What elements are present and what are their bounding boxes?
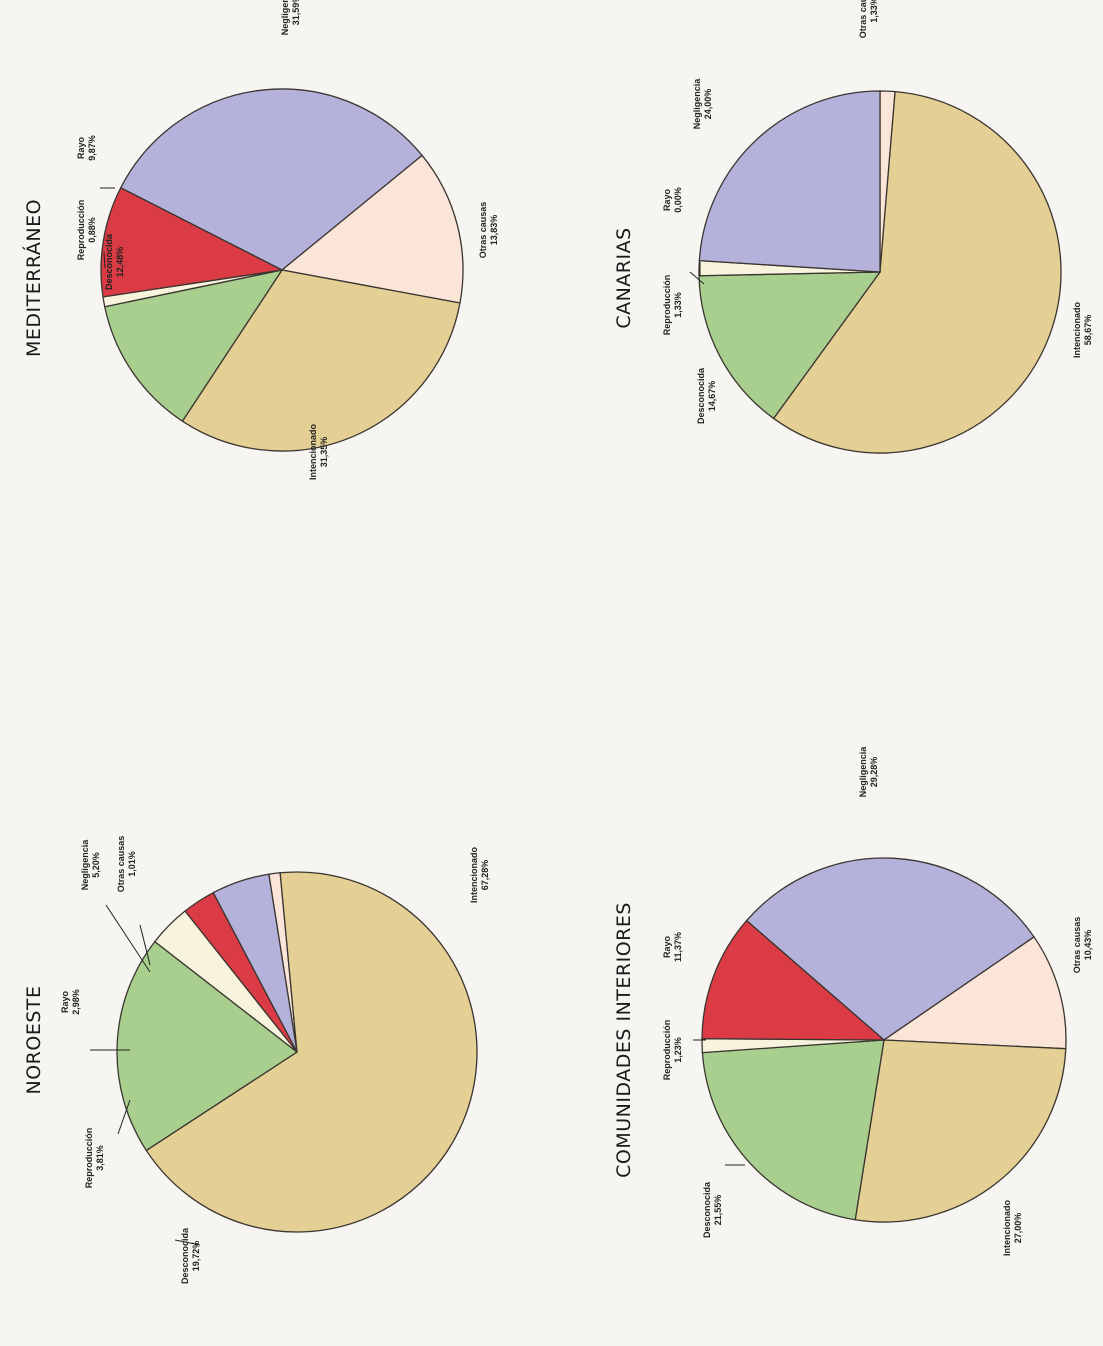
slice-label-reproduccion: Reproducción3,81%	[84, 1128, 105, 1189]
pie-slice-otras-causas	[882, 936, 1067, 1050]
slice-label-rayo: Rayo2,98%	[60, 989, 81, 1015]
slice-label-desconocida: Desconocida21,55%	[702, 1181, 723, 1238]
slice-label-negligencia: Negligencia5,20%	[80, 839, 101, 891]
chart-title: CANARIAS	[613, 227, 635, 328]
slice-label-rayo: Rayo11,37%	[662, 932, 683, 962]
leader-line-reproduccion	[117, 1099, 131, 1135]
chart-title: NOROESTE	[23, 985, 45, 1094]
slice-label-otras-causas: Otras causas10,43%	[1072, 917, 1093, 974]
pie-chart-mediterraneo: MEDITERRÁNEO Negligencia31,59% Otras caus…	[22, 0, 499, 480]
leader-line-otras-causas	[139, 924, 151, 966]
slice-label-intencionado: Intencionado27,00%	[1002, 1199, 1023, 1256]
leader-line-negligencia	[105, 904, 151, 973]
slice-label-reproduccion: Reproducción0,88%	[76, 200, 97, 261]
pie-slice-desconocida	[698, 271, 882, 420]
pie-chart-noroeste: NOROESTE Otras causas1,01% Intencionado67…	[23, 836, 490, 1284]
pie-slice-negligencia	[698, 90, 881, 273]
slice-label-negligencia: Negligencia24,00%	[692, 78, 713, 130]
pie-slice-desconocida	[701, 1039, 885, 1221]
leader-line-reproduccion	[103, 251, 106, 269]
leader-line-desconocida	[174, 1239, 201, 1246]
pie-slice-desconocida	[103, 269, 284, 423]
slice-label-otras-causas: Otras causas1,33%	[858, 0, 879, 38]
slice-label-intencionado: Intencionado31,35%	[308, 423, 329, 480]
pie-slice-otras-causas	[280, 154, 464, 304]
pie-slice-intencionado	[145, 871, 478, 1233]
slice-label-otras-causas: Otras causas1,01%	[116, 836, 137, 893]
pie-slice-intencionado	[772, 90, 1062, 454]
pie-slice-negligencia	[212, 873, 298, 1053]
pie-slice-rayo	[100, 186, 285, 298]
slice-label-intencionado: Intencionado67,28%	[469, 846, 490, 903]
slice-label-desconocida: Desconocida14,67%	[696, 367, 717, 424]
slice-label-rayo: Rayo9,87%	[76, 135, 97, 161]
pie-slice-intencionado	[854, 1039, 1067, 1223]
slice-label-otras-causas: Otras causas13,83%	[478, 202, 499, 259]
pie-slice-rayo	[701, 919, 886, 1041]
slice-label-negligencia: Negligencia29,28%	[858, 746, 879, 798]
pie-slice-intencionado	[181, 269, 461, 452]
slice-label-intencionado: Intencionado58,67%	[1072, 301, 1093, 358]
pie-slice-negligencia	[119, 88, 424, 271]
slice-label-negligencia: Negligencia31,59%	[280, 0, 301, 35]
leader-line-rayo	[689, 271, 705, 285]
pie-chart-comunidades-interiores: COMUNIDADES INTERIORES Negligencia29,28%…	[613, 746, 1093, 1256]
slice-label-desconocida: Desconocida12,48%	[104, 233, 125, 290]
slice-label-rayo: Rayo0,00%	[662, 187, 683, 213]
slice-label-desconocida: Desconocida19,72%	[180, 1227, 201, 1284]
chart-title: COMUNIDADES INTERIORES	[613, 902, 635, 1178]
slice-label-reproduccion: Reproducción1,33%	[662, 275, 683, 336]
chart-title: MEDITERRÁNEO	[22, 199, 45, 357]
pie-slice-negligencia	[745, 857, 1035, 1041]
slice-label-reproduccion: Reproducción1,23%	[662, 1020, 683, 1081]
pie-chart-canarias: CANARIAS Otras causas1,33% Intencionado58…	[613, 0, 1093, 454]
